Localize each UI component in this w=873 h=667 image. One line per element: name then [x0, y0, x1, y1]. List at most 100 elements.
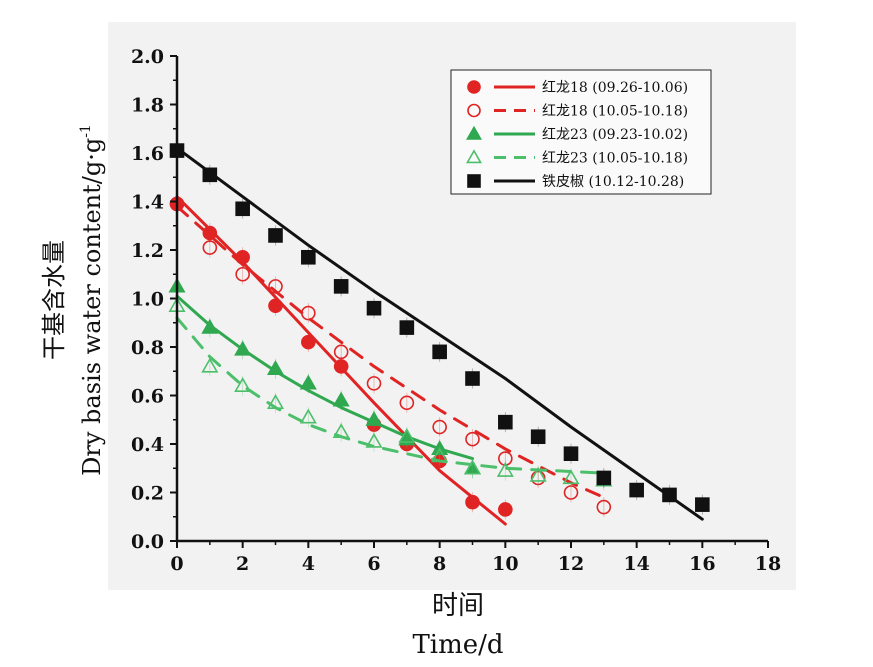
series-fit-line	[175, 146, 704, 521]
plot-area	[168, 140, 710, 526]
x-tick-label: 0	[170, 553, 183, 575]
data-point	[332, 423, 350, 439]
data-point	[496, 461, 514, 477]
x-tick-label: 12	[558, 553, 584, 575]
data-point	[563, 446, 579, 462]
legend-label: 铁皮椒 (10.12-10.28)	[542, 174, 684, 190]
y-axis-label-en: Dry basis water content/g·g-1	[78, 124, 106, 476]
y-tick-label: 0.6	[131, 386, 164, 408]
legend-label: 红龙23 (10.05-10.18)	[542, 151, 688, 167]
data-point	[201, 357, 219, 373]
data-point	[432, 419, 447, 435]
legend-marker	[466, 125, 482, 140]
x-tick-label: 10	[492, 553, 518, 575]
data-point	[366, 300, 382, 316]
legend-marker	[466, 149, 482, 164]
data-point	[498, 502, 513, 517]
data-point	[301, 334, 316, 350]
data-point	[662, 487, 677, 503]
y-tick-label: 0.0	[131, 531, 164, 553]
y-tick-label: 1.6	[131, 143, 164, 165]
data-point	[465, 494, 480, 510]
y-tick-label: 1.2	[131, 240, 164, 262]
legend-entry: 红龙23 (09.23-10.02)	[466, 125, 688, 143]
data-point	[202, 240, 218, 255]
x-tick-label: 4	[302, 553, 315, 575]
x-tick-label: 8	[433, 553, 446, 575]
data-point	[398, 427, 416, 443]
data-point	[498, 414, 513, 430]
data-point	[463, 459, 482, 475]
legend-entry: 红龙23 (10.05-10.18)	[466, 149, 688, 167]
data-point	[301, 249, 316, 265]
data-point	[268, 279, 283, 294]
data-point	[234, 377, 252, 392]
data-point	[530, 470, 546, 486]
legend-marker	[467, 80, 481, 94]
data-point	[235, 201, 250, 217]
data-point	[234, 340, 252, 356]
x-axis-label-cn: 时间	[432, 591, 484, 621]
legend-label: 红龙23 (09.23-10.02)	[542, 127, 688, 143]
y-tick-label: 2.0	[131, 46, 164, 68]
data-point	[530, 429, 546, 445]
legend-label: 红龙18 (10.05-10.18)	[542, 104, 688, 120]
data-point	[333, 359, 349, 374]
y-tick-label: 1.8	[131, 95, 164, 117]
data-point	[268, 228, 283, 243]
y-tick-label: 1.0	[131, 289, 164, 311]
axes: 0 2 4 6 8 10 12 14 16 18 0.0 0.2 0.4 0.6 0.8 1.0 1.2 1.4 1…	[131, 46, 781, 575]
data-point	[596, 470, 612, 486]
data-point	[235, 266, 250, 282]
data-point	[695, 497, 710, 512]
legend-entry: 铁皮椒 (10.12-10.28)	[467, 174, 684, 190]
y-tick-label: 0.2	[131, 483, 164, 505]
data-point	[266, 394, 285, 409]
data-point	[301, 305, 316, 321]
legend-entry: 红龙18 (09.26-10.06)	[467, 80, 688, 96]
legend-label: 红龙18 (09.26-10.06)	[542, 80, 688, 96]
data-point	[266, 360, 285, 375]
data-point	[365, 410, 383, 426]
data-point	[465, 431, 480, 447]
data-point	[333, 279, 349, 294]
data-point	[332, 391, 350, 407]
data-point	[431, 447, 449, 463]
data-point	[629, 482, 644, 498]
series-4	[169, 140, 710, 521]
data-point	[366, 376, 382, 391]
data-point	[333, 344, 349, 360]
legend: 红龙18 (09.26-10.06) 红龙18 (10.05-10.18) 红龙23…	[450, 69, 712, 195]
y-tick-label: 1.4	[131, 192, 164, 214]
y-axis-label-en-sup: -1	[78, 124, 94, 138]
x-axis-label-en: Time/d	[412, 630, 503, 660]
data-point	[465, 371, 480, 386]
data-point	[596, 499, 612, 515]
data-point	[202, 225, 218, 241]
x-tick-label: 6	[367, 553, 380, 575]
series-fit-line	[175, 204, 606, 499]
data-point	[432, 344, 447, 360]
data-point	[529, 466, 547, 482]
x-tick-label: 16	[689, 553, 715, 575]
data-point	[299, 374, 317, 390]
x-tick-label: 14	[623, 553, 649, 575]
data-point	[365, 432, 383, 448]
data-point	[201, 318, 219, 334]
x-tick-label: 18	[755, 553, 781, 575]
data-point	[563, 485, 579, 500]
data-point	[399, 320, 415, 335]
legend-box	[450, 69, 712, 195]
y-tick-label: 0.8	[131, 337, 164, 359]
data-point	[268, 298, 283, 314]
legend-entry: 红龙18 (10.05-10.18)	[467, 103, 688, 120]
y-axis-label-en-group: Dry basis water content/g·g-1	[78, 124, 106, 476]
data-point	[299, 408, 317, 424]
legend-marker	[467, 174, 481, 188]
data-point	[399, 395, 415, 411]
legend-marker	[467, 103, 481, 118]
x-tick-label: 2	[236, 553, 249, 575]
y-axis-label-cn: 干基含水量	[40, 240, 68, 360]
series-fit-line	[175, 294, 474, 461]
